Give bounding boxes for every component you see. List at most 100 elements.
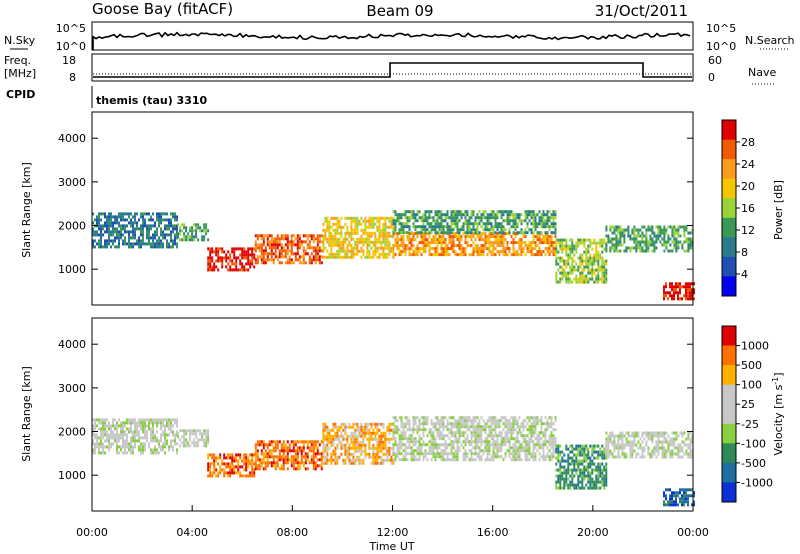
heatmap-cell [386,243,389,247]
heatmap-cell [609,225,612,229]
heatmap-cell [520,253,523,257]
heatmap-cell [120,212,122,216]
heatmap-cell [394,210,397,214]
heatmap-cell [504,219,507,223]
heatmap-cell [474,428,477,432]
heatmap-cell [577,462,580,466]
heatmap-cell [148,212,150,216]
heatmap-cell [254,246,257,250]
heatmap-cell [613,231,616,235]
heatmap-cell [611,431,614,435]
heatmap-cell [162,433,164,437]
heatmap-cell [294,243,297,247]
heatmap-cell [557,268,560,272]
heatmap-cell [245,468,248,472]
heatmap-cell [532,452,535,456]
heatmap-cell [603,241,606,245]
heatmap-cell [480,238,483,242]
heatmap-cell [402,434,405,438]
heatmap-cell [601,265,604,269]
heatmap-cell [249,262,252,266]
heatmap-cell [555,444,558,448]
heatmap-cell [344,422,347,426]
heatmap-cell [522,250,525,254]
heatmap-cell [492,210,495,214]
heatmap-cell [284,261,287,265]
heatmap-cell [179,232,182,236]
heatmap-cell [577,447,580,451]
heatmap-cell [280,464,283,468]
heatmap-cell [332,443,335,447]
heatmap-cell [340,446,343,450]
heatmap-cell [456,225,459,229]
heatmap-cell [292,449,295,453]
heatmap-cell [368,452,371,456]
heatmap-cell [128,215,130,219]
heatmap-cell [201,235,204,239]
heatmap-cell [256,452,259,456]
heatmap-cell [256,237,259,241]
heatmap-cell [468,253,471,257]
heatmap-cell [396,213,399,217]
heatmap-cell [583,471,586,475]
heatmap-cell [563,465,566,469]
heatmap-cell [110,245,112,249]
heatmap-cell [615,240,618,244]
heatmap-cell [440,250,443,254]
heatmap-cell [142,421,144,425]
heatmap-cell [442,228,445,232]
heatmap-cell [346,437,349,441]
heatmap-cell [150,418,152,422]
heatmap-cell [599,471,602,475]
heatmap-cell [530,213,533,217]
heatmap-cell [374,434,377,438]
heatmap-cell [247,253,250,257]
heatmap-cell [478,458,481,462]
heatmap-cell [225,265,228,269]
heatmap-cell [408,219,411,223]
heatmap-cell [683,294,685,298]
heatmap-cell [225,259,228,263]
heatmap-cell [673,285,675,289]
heatmap-cell [452,238,455,242]
heatmap-cell [540,241,543,245]
heatmap-cell [446,228,449,232]
heatmap-cell [174,239,176,243]
heatmap-cell [418,231,421,235]
heatmap-cell [128,239,130,243]
heatmap-cell [420,238,423,242]
heatmap-cell [583,450,586,454]
heatmap-cell [170,430,172,434]
heatmap-cell [390,461,393,465]
heatmap-cell [158,445,160,449]
heatmap-cell [209,465,212,469]
heatmap-cell [460,210,463,214]
heatmap-cell [484,449,487,453]
heatmap-cell [221,262,224,266]
heatmap-cell [162,212,164,216]
heatmap-cell [585,453,588,457]
heatmap-cell [324,422,327,426]
heatmap-cell [108,236,110,240]
heatmap-cell [231,459,234,463]
heatmap-cell [338,240,341,244]
heatmap-cell [494,425,497,429]
heatmap-cell [328,234,331,238]
heatmap-cell [464,253,467,257]
heatmap-cell [418,434,421,438]
heatmap-cell [348,243,351,247]
heatmap-cell [577,238,580,242]
heatmap-cell [176,421,178,425]
heatmap-cell [689,288,691,292]
heatmap-cell [302,252,305,256]
heatmap-cell [504,440,507,444]
heatmap-cell [102,233,104,237]
heatmap-cell [448,458,451,462]
heatmap-cell [486,446,489,450]
heatmap-cell [605,271,608,275]
heatmap-cell [170,230,172,234]
heatmap-cell [446,213,449,217]
heatmap-cell [280,255,283,259]
heatmap-cell [120,427,122,431]
heatmap-cell [102,227,104,231]
